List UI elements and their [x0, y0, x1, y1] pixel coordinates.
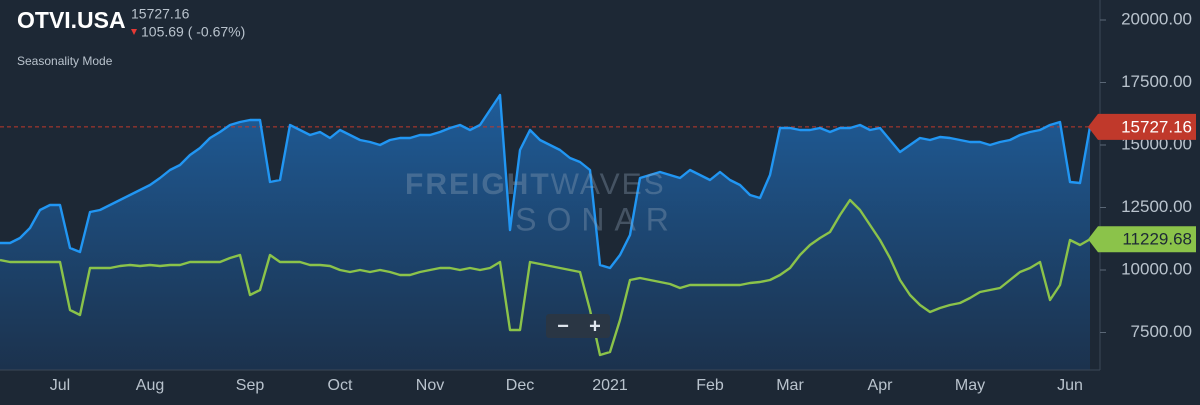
watermark: FREIGHTWAVES SONAR — [405, 168, 679, 238]
x-tick-label: 2021 — [592, 377, 628, 394]
x-tick-label: Oct — [328, 377, 353, 394]
x-tick-label: Nov — [416, 377, 444, 394]
mode-label: Seasonality Mode — [17, 54, 113, 68]
y-tick-label: 10000.00 — [1121, 259, 1192, 278]
series-line — [0, 198, 1091, 357]
y-tick-label: 7500.00 — [1131, 322, 1192, 341]
x-tick-label: Aug — [136, 377, 164, 394]
x-tick-label: Jun — [1057, 377, 1083, 394]
x-tick-label: Apr — [868, 377, 894, 394]
price: 15727.16 — [131, 6, 190, 22]
plot-area — [0, 93, 1100, 370]
zoom-controls: − + — [546, 314, 610, 338]
y-tick-label: 17500.00 — [1121, 72, 1192, 91]
watermark-brand: FREIGHTWAVES — [405, 168, 666, 201]
x-tick-label: Mar — [776, 377, 804, 394]
x-tick-label: Sep — [236, 377, 265, 394]
y-tick-label: 20000.00 — [1121, 9, 1192, 28]
symbol-title: OTVI.USA — [17, 7, 126, 33]
last-value-label: 15727.16 — [1121, 117, 1192, 136]
x-tick-label: Feb — [696, 377, 724, 394]
watermark-bold: FREIGHT — [405, 168, 551, 201]
down-arrow-icon — [131, 29, 137, 35]
price-change: 105.69 ( -0.67%) — [141, 24, 245, 40]
series-area — [0, 95, 1090, 370]
last-value-tag — [1088, 113, 1196, 140]
series-line — [0, 93, 1092, 270]
watermark-product: SONAR — [515, 201, 679, 237]
zoom-panel — [546, 314, 610, 338]
x-tick-label: Jul — [50, 377, 70, 394]
zoom-in-button[interactable]: + — [589, 315, 601, 337]
zoom-out-button[interactable]: − — [557, 315, 569, 337]
last-value-tag — [1088, 226, 1196, 253]
watermark-light: WAVES — [551, 168, 666, 201]
x-tick-label: May — [955, 377, 985, 394]
last-value-label: 11229.68 — [1122, 230, 1192, 249]
y-tick-label: 12500.00 — [1121, 197, 1192, 216]
x-tick-label: Dec — [506, 377, 534, 394]
